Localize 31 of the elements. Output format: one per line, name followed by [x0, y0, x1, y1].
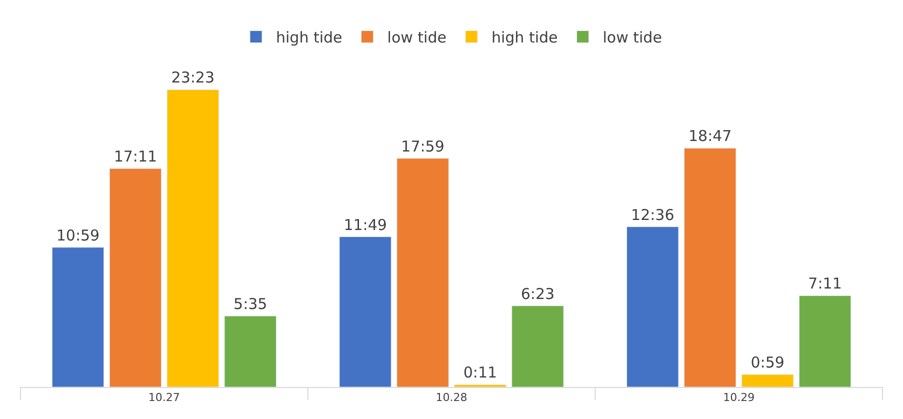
data-label: 23:23	[171, 68, 215, 87]
bar	[52, 247, 104, 387]
bar	[166, 89, 220, 387]
data-label: 17:11	[114, 148, 158, 166]
data-label: 18:47	[688, 127, 732, 146]
bar	[224, 316, 276, 387]
legend-label: low tide	[602, 28, 662, 47]
legend-label: high tide	[491, 28, 558, 47]
data-label: 17:59	[401, 137, 444, 156]
data-label: 0:11	[463, 364, 498, 382]
data-label: 6:23	[520, 284, 555, 303]
bar	[454, 384, 506, 387]
x-tick-label: 10.27	[148, 391, 180, 404]
bar	[339, 236, 392, 387]
bar	[109, 168, 162, 387]
data-label: 12:36	[631, 206, 674, 224]
data-label: 7:11	[808, 274, 842, 293]
legend-label: low tide	[387, 28, 446, 47]
bar	[684, 148, 736, 387]
data-label: 10:59	[56, 226, 100, 244]
bar	[512, 306, 564, 387]
bar	[626, 226, 679, 387]
x-tick-label: 10.28	[436, 391, 468, 404]
legend-label: high tide	[276, 28, 342, 47]
data-label: 0:59	[750, 354, 784, 372]
bar	[798, 295, 852, 387]
bar	[396, 158, 449, 387]
data-label: 11:49	[344, 216, 387, 234]
data-label: 5:35	[234, 295, 268, 314]
x-tick-label: 10.29	[723, 391, 755, 404]
bar	[741, 374, 794, 387]
